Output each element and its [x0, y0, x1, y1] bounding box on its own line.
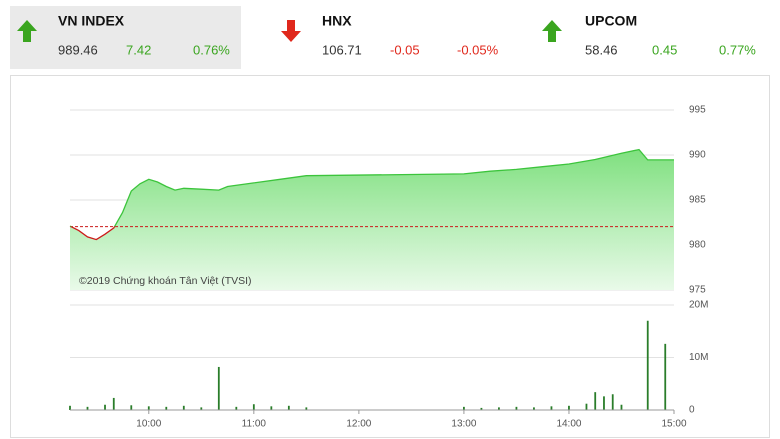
y-tick-label: 0 — [689, 405, 695, 416]
volume-bar — [86, 406, 89, 410]
y-tick-label: 20M — [689, 300, 708, 311]
index-change: -0.05 — [390, 42, 420, 57]
volume-bar — [130, 405, 133, 410]
volume-bar — [69, 405, 71, 410]
y-tick-label: 975 — [689, 285, 706, 296]
volume-bar — [235, 406, 238, 410]
chart-panel — [10, 75, 770, 438]
volume-bar — [603, 396, 605, 410]
y-tick-label: 995 — [689, 105, 706, 116]
price-line — [69, 148, 674, 241]
plot: 975 980 985 990 995 ©2019 Chứng khoán Tân Việ… — [69, 105, 708, 430]
y-tick-label: 10M — [689, 352, 708, 363]
y-tick-label: 985 — [689, 195, 706, 206]
volume-bar — [182, 405, 185, 410]
index-name[interactable]: HNX — [322, 13, 352, 29]
y-tick-label: 990 — [689, 150, 706, 161]
up-arrow — [17, 20, 37, 42]
index-value: 989.46 — [58, 42, 98, 57]
volume-bar — [515, 406, 518, 410]
volume-bar — [594, 392, 597, 410]
index-value: 58.46 — [585, 42, 618, 57]
volume-bar — [646, 320, 649, 410]
volume-bar — [533, 407, 535, 410]
volume-bar — [165, 406, 168, 410]
volume-bar — [463, 406, 465, 410]
volume-bar — [104, 404, 106, 410]
index-value: 106.71 — [322, 42, 362, 57]
index-change: 7.42 — [126, 42, 151, 57]
annotation: ©2019 Chứng khoán Tân Việt (TVSI) — [79, 275, 252, 287]
index-name[interactable]: VN INDEX — [58, 13, 125, 29]
volume-bar — [217, 366, 220, 410]
volume-bar — [550, 406, 553, 410]
volume-bar — [112, 397, 115, 410]
area — [70, 149, 674, 290]
index-change-pct: -0.05% — [457, 42, 499, 57]
volume-bar — [480, 407, 483, 410]
up-arrow — [542, 20, 562, 42]
x-tick-label: 12:00 — [346, 419, 371, 430]
x-tick-label: 13:00 — [451, 419, 476, 430]
volume-bar — [498, 407, 500, 410]
x-tick-label: 10:00 — [136, 419, 161, 430]
volume-bar — [287, 405, 290, 410]
volume-bar — [305, 407, 308, 410]
volume-bar — [270, 406, 273, 410]
down-arrow — [281, 20, 301, 42]
volume-bar — [252, 404, 255, 410]
x-tick-label: 15:00 — [661, 419, 686, 430]
volume-bar — [568, 405, 570, 410]
index-change-pct: 0.76% — [193, 42, 230, 57]
volume-bar — [585, 403, 588, 410]
x-tick-label: 14:00 — [556, 419, 581, 430]
index-change-pct: 0.77% — [719, 42, 756, 57]
active-tab[interactable] — [10, 6, 241, 69]
index-change: 0.45 — [652, 42, 677, 57]
volume-bar — [200, 407, 203, 410]
volume-bar — [147, 406, 150, 410]
volume-bar — [611, 394, 614, 410]
volume-bar — [664, 343, 667, 410]
y-tick-label: 980 — [689, 240, 706, 251]
x-tick-label: 11:00 — [242, 419, 267, 430]
volume-bar — [620, 404, 623, 410]
index-name[interactable]: UPCOM — [585, 13, 637, 29]
